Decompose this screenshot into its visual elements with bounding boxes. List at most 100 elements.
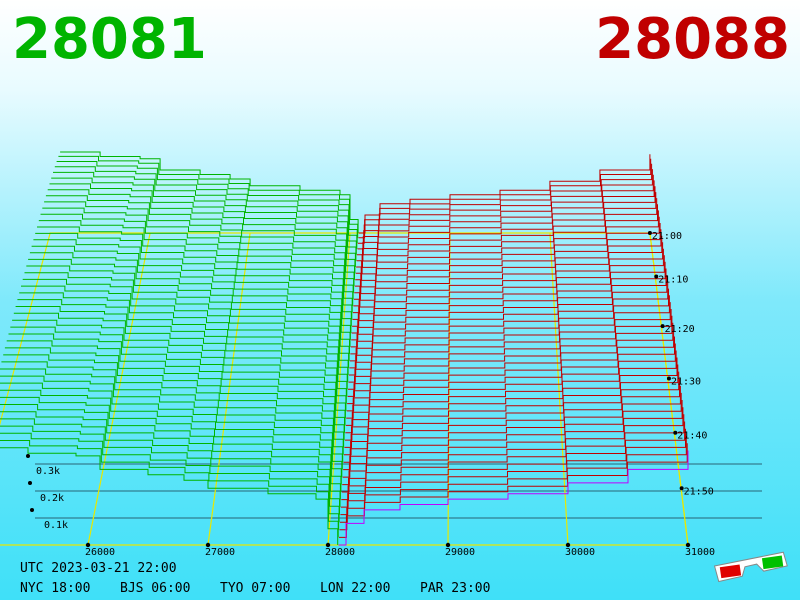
time-tick-dot <box>647 231 652 235</box>
depth-curve <box>56 161 358 244</box>
depth-curve <box>4 347 345 441</box>
depth-curve <box>354 210 659 294</box>
time-label: 21:30 <box>671 377 701 388</box>
depth-curve <box>0 432 340 530</box>
depth-curve <box>17 299 348 390</box>
depth-curve <box>352 242 664 327</box>
depth-curve <box>343 371 680 463</box>
depth-curve <box>38 220 354 306</box>
time-tick-dot <box>679 486 684 491</box>
depth-curve <box>345 343 676 434</box>
depth-curve <box>44 201 355 287</box>
depth-curve <box>0 425 340 523</box>
ask-price: 28088 <box>595 7 790 72</box>
price-tick-dot <box>685 542 691 548</box>
zone-time: PAR 23:00 <box>420 581 490 596</box>
depth-curve <box>33 239 352 327</box>
price-tick-label: 29000 <box>445 547 475 558</box>
depth-curve <box>22 278 350 368</box>
time-label: 21:40 <box>677 431 707 442</box>
depth-curve <box>344 364 679 456</box>
depth-curve <box>0 411 341 508</box>
depth-tick-label: 0.2k <box>40 493 64 504</box>
zone-time: NYC 18:00 <box>20 581 90 596</box>
depth-curve <box>356 180 655 262</box>
depth-curve <box>1 361 344 455</box>
depth-curve <box>348 288 669 376</box>
depth-curve <box>357 169 653 250</box>
depth-curve <box>0 418 340 515</box>
depth-curve <box>346 329 675 419</box>
depth-curve <box>31 245 352 333</box>
depth-curve <box>47 189 356 274</box>
depth-curve <box>51 177 357 261</box>
time-tick-dot <box>654 274 659 279</box>
depth-tick-label: 0.1k <box>44 520 68 531</box>
price-tick-label: 28000 <box>325 547 355 558</box>
plot: 0.1k 0.2k 0.3k 26000 27000 28000 29000 30000 310… <box>0 151 762 558</box>
depth-tick-dot <box>28 481 32 485</box>
depth-curve <box>10 326 346 419</box>
depth-curve <box>0 368 344 463</box>
time-tick-dot <box>673 430 678 435</box>
depth-curve <box>26 265 350 354</box>
depth-tick-dot <box>26 454 30 458</box>
depth-curve <box>351 248 664 334</box>
depth-curve <box>0 440 339 538</box>
depth-curve <box>28 258 351 347</box>
price-tick-label: 30000 <box>565 547 595 558</box>
depth-curve <box>0 382 343 478</box>
utc-time: UTC 2023-03-21 22:00 <box>20 561 177 576</box>
depth-curve <box>40 213 354 300</box>
depth-curve <box>351 255 665 341</box>
depth-curve <box>347 315 673 405</box>
depth-curve <box>353 229 662 314</box>
price-grid-line <box>549 232 569 546</box>
time-label: 21:20 <box>665 324 695 335</box>
price-tick-label: 26000 <box>85 547 115 558</box>
depth-curve <box>341 407 684 501</box>
depth-curve <box>349 281 669 369</box>
zones: NYC 18:00 BJS 06:00 TYO 07:00 LON 22:00 PAR … <box>20 581 490 596</box>
zone-time: LON 22:00 <box>320 581 390 596</box>
time-label: 21:50 <box>684 486 714 497</box>
depth-curve <box>357 174 654 256</box>
depth-curve <box>353 216 660 300</box>
depth-curve <box>339 428 686 523</box>
depth-curve <box>350 268 667 355</box>
depth-curve <box>24 272 350 361</box>
depth-curve <box>342 385 681 478</box>
depth-curve <box>21 285 349 375</box>
price-tick-label: 27000 <box>205 547 235 558</box>
depth-curve <box>348 295 670 383</box>
depth-curve <box>346 322 674 412</box>
depth-curve <box>340 414 685 508</box>
price-tick-dot <box>565 542 571 548</box>
time-label: 21:00 <box>652 231 682 242</box>
depth-curve <box>340 421 686 516</box>
depth-curve <box>13 312 347 404</box>
depth-curve <box>15 306 348 397</box>
depth-curve <box>37 226 353 313</box>
time-tick-dot <box>660 324 665 329</box>
depth-curve <box>0 389 342 485</box>
depth-curve <box>58 155 359 238</box>
price-tick-dot <box>445 542 451 548</box>
depth-curve <box>0 396 342 492</box>
depth-curve <box>45 195 355 280</box>
depth-curve <box>339 443 688 538</box>
depth-tick-label: 0.3k <box>36 466 60 477</box>
price-tick-dot <box>325 542 331 548</box>
depth-curve <box>49 183 356 267</box>
depth-curve <box>349 275 668 362</box>
price-tick-label: 31000 <box>685 547 715 558</box>
depth-curve <box>54 166 358 249</box>
depth-curve <box>353 223 661 307</box>
depth-curve <box>19 292 349 383</box>
depth-curve <box>350 261 666 348</box>
depth-curve <box>345 336 675 426</box>
depth-curve <box>0 404 341 500</box>
price-tick-dot <box>205 542 211 548</box>
